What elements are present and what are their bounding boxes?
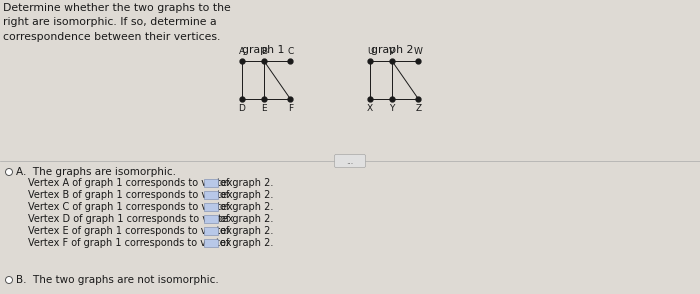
Bar xyxy=(204,227,218,235)
Text: Vertex F of graph 1 corresponds to vertex: Vertex F of graph 1 corresponds to verte… xyxy=(28,238,232,248)
Text: F: F xyxy=(288,104,293,113)
Text: graph 1: graph 1 xyxy=(241,45,284,55)
Text: Vertex C of graph 1 corresponds to vertex: Vertex C of graph 1 corresponds to verte… xyxy=(28,202,232,212)
Bar xyxy=(204,191,218,199)
Text: X: X xyxy=(367,104,373,113)
Text: Vertex A of graph 1 corresponds to vertex: Vertex A of graph 1 corresponds to verte… xyxy=(28,178,232,188)
Text: of graph 2.: of graph 2. xyxy=(220,214,274,224)
Bar xyxy=(204,179,218,187)
Text: of graph 2.: of graph 2. xyxy=(220,202,274,212)
Text: of graph 2.: of graph 2. xyxy=(220,238,274,248)
Text: A: A xyxy=(239,47,245,56)
Circle shape xyxy=(6,276,13,283)
Text: Vertex E of graph 1 corresponds to vertex: Vertex E of graph 1 corresponds to verte… xyxy=(28,226,232,236)
Bar xyxy=(204,203,218,211)
Text: C: C xyxy=(287,47,293,56)
Text: Vertex B of graph 1 corresponds to vertex: Vertex B of graph 1 corresponds to verte… xyxy=(28,190,232,200)
Text: Y: Y xyxy=(389,104,395,113)
Text: Vertex D of graph 1 corresponds to vertex: Vertex D of graph 1 corresponds to verte… xyxy=(28,214,234,224)
Text: Determine whether the two graphs to the
right are isomorphic. If so, determine a: Determine whether the two graphs to the … xyxy=(3,3,231,42)
Text: of graph 2.: of graph 2. xyxy=(220,190,274,200)
Text: graph 2: graph 2 xyxy=(371,45,413,55)
Text: W: W xyxy=(414,47,423,56)
Text: of graph 2.: of graph 2. xyxy=(220,178,274,188)
Text: V: V xyxy=(389,47,395,56)
FancyBboxPatch shape xyxy=(335,155,365,168)
Text: E: E xyxy=(261,104,267,113)
Text: Z: Z xyxy=(415,104,421,113)
Text: B: B xyxy=(261,47,267,56)
Bar xyxy=(204,239,218,247)
Text: ...: ... xyxy=(346,156,354,166)
Bar xyxy=(204,215,218,223)
Text: D: D xyxy=(239,104,246,113)
Text: U: U xyxy=(367,47,373,56)
Circle shape xyxy=(6,168,13,176)
Text: of graph 2.: of graph 2. xyxy=(220,226,274,236)
Text: B.  The two graphs are not isomorphic.: B. The two graphs are not isomorphic. xyxy=(16,275,218,285)
Text: A.  The graphs are isomorphic.: A. The graphs are isomorphic. xyxy=(16,167,176,177)
